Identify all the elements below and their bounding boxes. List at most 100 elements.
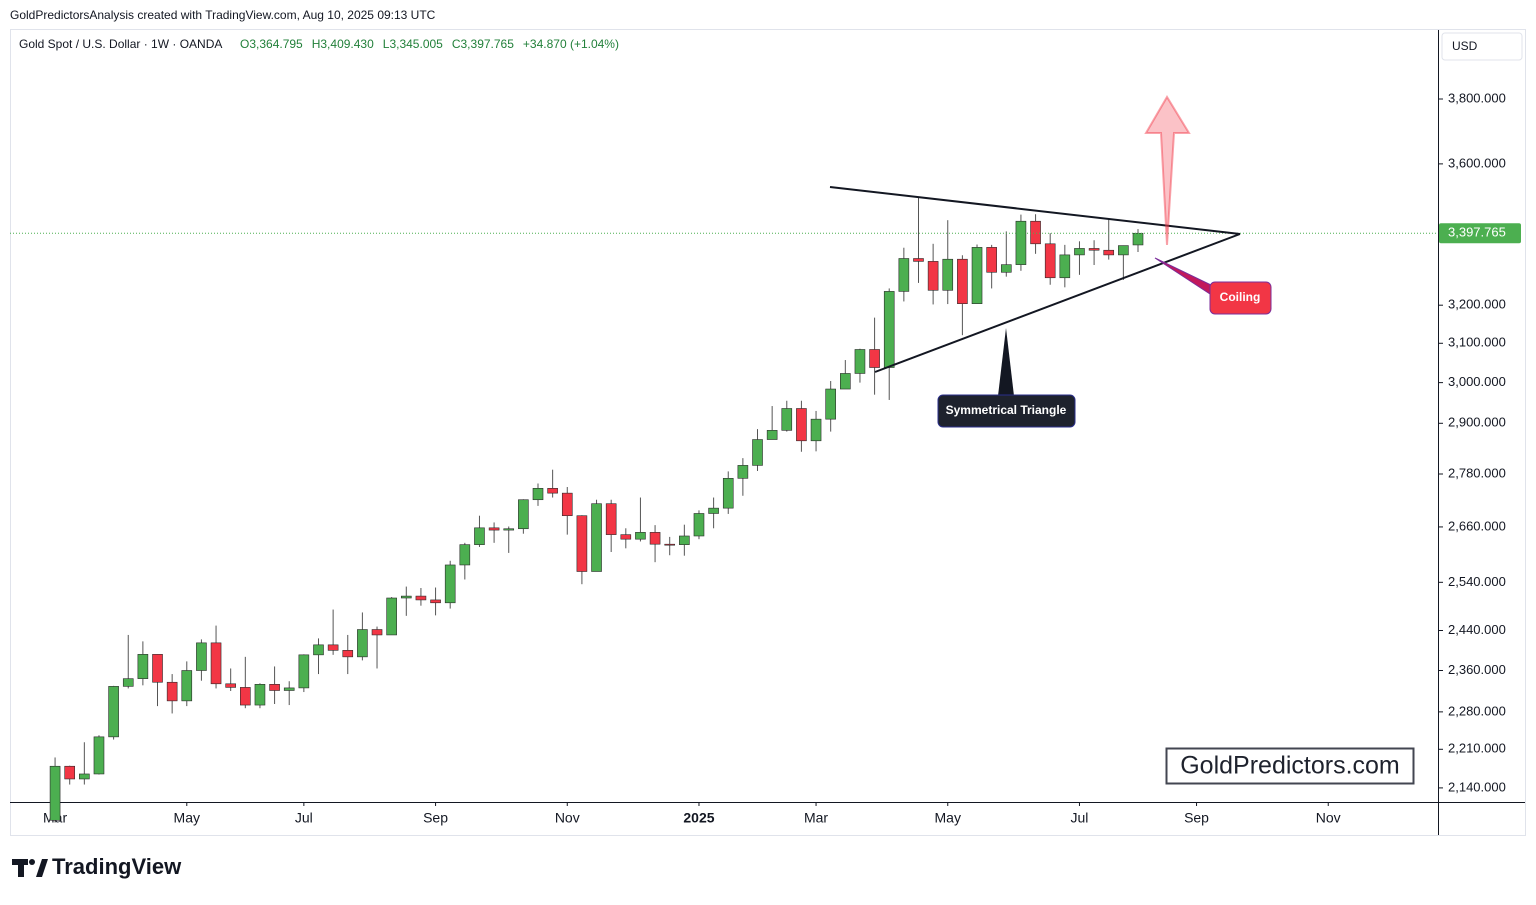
candle-body xyxy=(854,349,866,374)
candle-body xyxy=(444,564,456,604)
candle-body xyxy=(122,678,134,687)
y-tick-label: 2,360.000 xyxy=(1448,662,1506,677)
x-tick-label: May xyxy=(935,810,961,826)
candle-body xyxy=(1059,254,1071,279)
coiling-label-box xyxy=(1209,281,1272,315)
candle-body xyxy=(752,439,763,466)
candle-body xyxy=(79,773,90,780)
x-tick-label: Nov xyxy=(1316,810,1341,826)
candle-body xyxy=(518,499,529,530)
candle-body xyxy=(210,642,222,685)
x-tick-label: Mar xyxy=(804,810,828,826)
candle-body xyxy=(1030,220,1041,245)
logo-slash xyxy=(36,859,48,877)
x-tick-label: Jul xyxy=(1071,810,1089,826)
watermark: GoldPredictors.com xyxy=(1180,752,1400,780)
candle-body xyxy=(883,291,895,368)
logo-stem xyxy=(18,859,24,877)
currency: USD xyxy=(1452,39,1478,53)
candle-body xyxy=(49,765,61,821)
candle-body xyxy=(986,247,997,273)
y-tick-label: 2,660.000 xyxy=(1448,518,1506,533)
ohlc-value: L3,345.005 xyxy=(383,37,443,51)
candle-body xyxy=(1103,249,1115,256)
candle-body xyxy=(313,644,324,656)
x-tick-label: Sep xyxy=(1184,810,1209,826)
plot: 2,140.000 2,210.000 2,280.000 2,360.000 2,44… xyxy=(10,90,1521,826)
candle-body xyxy=(591,503,602,572)
x-tick-label: Nov xyxy=(555,810,580,826)
candle-body xyxy=(664,543,676,546)
candle-body xyxy=(693,513,705,537)
ohlc-value: C3,397.765 xyxy=(452,37,514,51)
candle-body xyxy=(561,492,573,517)
pattern-label-box xyxy=(937,394,1076,428)
candle-body xyxy=(240,687,251,706)
candle-body xyxy=(532,488,544,501)
y-tick-label: 3,000.000 xyxy=(1448,374,1506,389)
chart-frame xyxy=(10,29,1526,836)
ohlc-value: O3,364.795 xyxy=(240,37,303,51)
brand-logo xyxy=(12,859,48,877)
ohlc-value: +34.870 (+1.04%) xyxy=(523,37,619,51)
candle-body xyxy=(415,595,427,601)
coiling-label: Coiling xyxy=(1220,290,1261,304)
ohlc-value: H3,409.430 xyxy=(312,37,374,51)
candle-body xyxy=(196,642,207,671)
y-tick-label: 3,200.000 xyxy=(1448,297,1506,312)
candle-body xyxy=(942,258,954,291)
candle-body xyxy=(152,654,163,683)
candle-body xyxy=(342,650,354,658)
y-tick-label: 2,280.000 xyxy=(1448,703,1506,718)
candle-body xyxy=(825,388,836,420)
candle-body xyxy=(283,687,295,691)
y-tick-label: 2,540.000 xyxy=(1448,574,1506,589)
candle-body xyxy=(1015,220,1027,265)
candle-body xyxy=(576,515,588,572)
pattern-label: Symmetrical Triangle xyxy=(946,403,1067,417)
candle-body xyxy=(1044,243,1056,279)
candle-body xyxy=(810,418,822,442)
brand: TradingView xyxy=(52,854,182,879)
candle-body xyxy=(1000,264,1012,273)
watermark-box xyxy=(1165,747,1415,785)
y-tick-label: 2,900.000 xyxy=(1448,415,1506,430)
y-tick-label: 3,600.000 xyxy=(1448,155,1506,170)
candle-body xyxy=(840,373,851,390)
candle-body xyxy=(386,597,397,636)
candle-body xyxy=(474,527,485,545)
candle-body xyxy=(957,258,968,304)
candle-body xyxy=(181,670,193,702)
candle-body xyxy=(913,258,924,262)
candle-body xyxy=(298,654,310,689)
candle-body xyxy=(1132,232,1144,246)
last-price-label: 3,397.765 xyxy=(1448,225,1506,240)
candle-body xyxy=(1088,248,1100,251)
y-tick-label: 3,100.000 xyxy=(1448,335,1506,350)
candle-body xyxy=(1118,245,1129,256)
x-tick-label: Jul xyxy=(295,810,313,826)
y-tick-label: 2,210.000 xyxy=(1448,741,1506,756)
candle-body xyxy=(679,535,690,545)
candle-body xyxy=(1074,248,1085,256)
symbol: Gold Spot / U.S. Dollar · 1W · OANDA xyxy=(19,37,222,51)
candle-body xyxy=(766,430,778,440)
last-price-tag xyxy=(1439,223,1521,244)
candle-body xyxy=(371,629,383,636)
triangle-upper xyxy=(829,186,1241,235)
candle-body xyxy=(64,765,76,780)
candle-body xyxy=(737,465,749,479)
y-tick-label: 2,780.000 xyxy=(1448,465,1506,480)
candle-body xyxy=(327,644,339,651)
candle-body xyxy=(225,683,236,688)
ohlc-legend: O3,364.795 H3,409.430 L3,345.005 C3,397.765… xyxy=(240,37,619,51)
candle-body xyxy=(898,258,910,292)
triangle-lower xyxy=(874,233,1241,373)
candle-body xyxy=(503,528,515,531)
y-tick-label: 3,800.000 xyxy=(1448,90,1506,105)
candle-body xyxy=(722,478,734,509)
candle-body xyxy=(459,544,471,566)
y-tick-label: 2,440.000 xyxy=(1448,622,1506,637)
candle-body xyxy=(635,532,646,540)
